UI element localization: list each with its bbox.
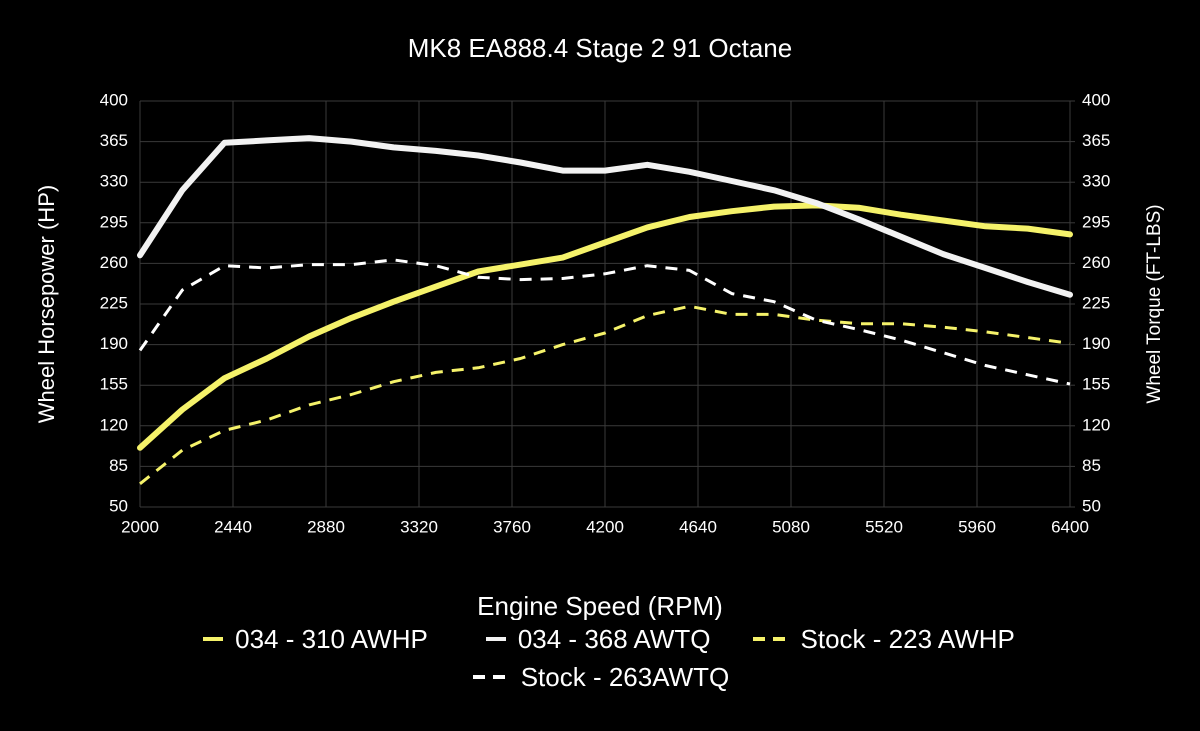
legend-item: Stock - 263AWTQ	[471, 660, 730, 694]
x-tick-label: 3320	[400, 517, 438, 536]
y2-tick-label: 225	[1082, 293, 1110, 312]
legend-swatch	[472, 675, 509, 679]
y2-axis-label: Wheel Torque (FT-LBS)	[1144, 204, 1165, 403]
y2-tick-label: 260	[1082, 253, 1110, 272]
series-line	[137, 135, 1073, 298]
y-tick-label: 120	[100, 415, 128, 434]
y-tick-label: 190	[100, 334, 128, 353]
y2-tick-label: 330	[1082, 172, 1110, 191]
legend: 034 - 310 AWHP 034 - 368 AWTQ Stock - 223 …	[150, 622, 1050, 694]
y-tick-label: 225	[100, 293, 128, 312]
legend-item: 034 - 368 AWTQ	[468, 622, 711, 656]
legend-label: Stock - 223 AWHP	[800, 623, 1015, 654]
series-line	[138, 258, 1071, 386]
legend-label: 034 - 368 AWTQ	[517, 623, 711, 654]
x-tick-label: 5520	[865, 517, 903, 536]
chart-title: MK8 EA888.4 Stage 2 91 Octane	[408, 33, 792, 63]
y-tick-label: 155	[100, 375, 128, 394]
legend-label: 034 - 310 AWHP	[235, 623, 428, 654]
y-tick-label: 260	[100, 253, 128, 272]
y-axis-label: Wheel Horsepower (HP)	[34, 185, 59, 423]
y-tick-label: 365	[100, 131, 128, 150]
y2-tick-label: 365	[1082, 131, 1110, 150]
y-tick-label: 50	[109, 496, 128, 515]
x-tick-label: 3760	[493, 517, 531, 536]
x-tick-label: 2440	[214, 517, 252, 536]
legend-label: Stock - 263AWTQ	[520, 661, 730, 692]
x-tick-label: 4200	[586, 517, 624, 536]
y2-tick-label: 120	[1082, 415, 1110, 434]
legend-item: Stock - 223 AWHP	[751, 622, 1015, 656]
y-tick-label: 295	[100, 212, 128, 231]
x-tick-label: 2880	[307, 517, 345, 536]
x-axis-label: Engine Speed (RPM)	[477, 591, 723, 620]
y2-tick-label: 155	[1082, 375, 1110, 394]
chart: MK8 EA888.4 Stage 2 91 Octane Engine Spe…	[34, 33, 1165, 621]
series-line	[139, 304, 1071, 485]
y-tick-label: 400	[100, 90, 128, 109]
x-tick-label: 5960	[958, 517, 996, 536]
y2-tick-label: 190	[1082, 334, 1110, 353]
y2-tick-label: 295	[1082, 212, 1110, 231]
y2-tick-label: 400	[1082, 90, 1110, 109]
y2-tick-label: 50	[1082, 496, 1101, 515]
legend-swatch	[203, 637, 224, 641]
legend-swatch	[485, 637, 506, 641]
series-line	[137, 202, 1073, 451]
y-tick-label: 330	[100, 172, 128, 191]
y2-tick-label: 85	[1082, 456, 1101, 475]
legend-item: 034 - 310 AWHP	[185, 622, 428, 656]
y-tick-label: 85	[109, 456, 128, 475]
x-tick-label: 5080	[772, 517, 810, 536]
x-tick-label: 6400	[1051, 517, 1089, 536]
x-tick-label: 2000	[121, 517, 159, 536]
legend-swatch	[752, 637, 789, 641]
x-tick-label: 4640	[679, 517, 717, 536]
